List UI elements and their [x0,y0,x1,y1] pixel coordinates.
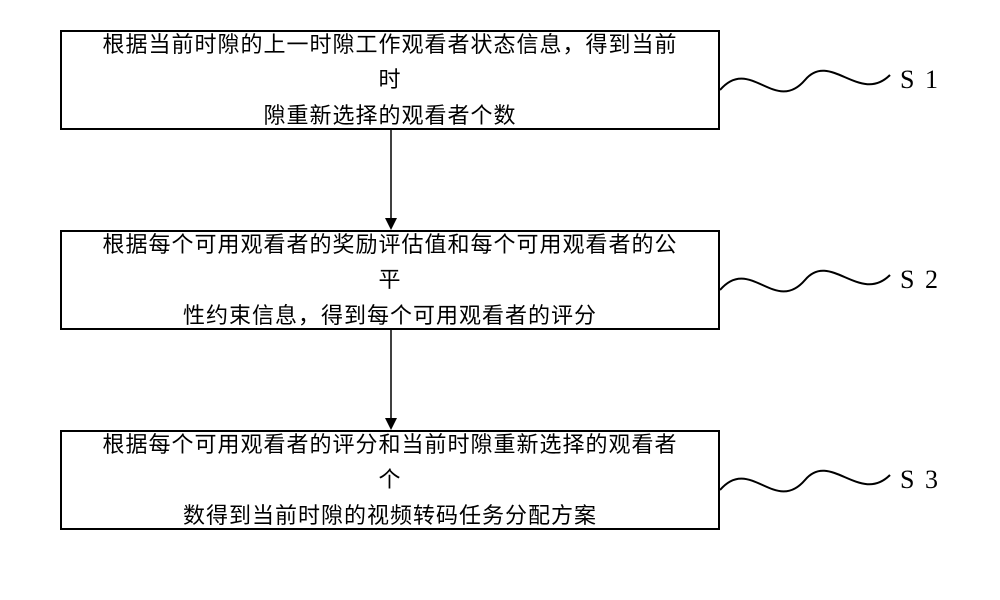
arrow-s2-s3 [385,330,397,430]
step-text-s3-line1: 根据每个可用观看者的评分和当前时隙重新选择的观看者个 [102,432,677,492]
squiggle-s1 [720,60,890,110]
step-text-s1-line2: 隙重新选择的观看者个数 [263,103,516,128]
step-label-s3: S 3 [900,465,940,495]
squiggle-s2 [720,260,890,310]
step-text-s2-line2: 性约束信息，得到每个可用观看者的评分 [183,303,597,328]
step-text-s1-line1: 根据当前时隙的上一时隙工作观看者状态信息，得到当前时 [102,32,677,92]
step-text-s2-line1: 根据每个可用观看者的奖励评估值和每个可用观看者的公平 [102,232,677,292]
step-box-s1: 根据当前时隙的上一时隙工作观看者状态信息，得到当前时 隙重新选择的观看者个数 [60,30,720,130]
squiggle-s3 [720,460,890,510]
flowchart-canvas: 根据当前时隙的上一时隙工作观看者状态信息，得到当前时 隙重新选择的观看者个数 S… [0,0,1000,600]
step-box-s3: 根据每个可用观看者的评分和当前时隙重新选择的观看者个 数得到当前时隙的视频转码任… [60,430,720,530]
step-text-s3-line2: 数得到当前时隙的视频转码任务分配方案 [183,503,597,528]
step-label-s1: S 1 [900,65,940,95]
step-box-s2: 根据每个可用观看者的奖励评估值和每个可用观看者的公平 性约束信息，得到每个可用观… [60,230,720,330]
arrow-s1-s2 [385,130,397,230]
step-label-s2: S 2 [900,265,940,295]
